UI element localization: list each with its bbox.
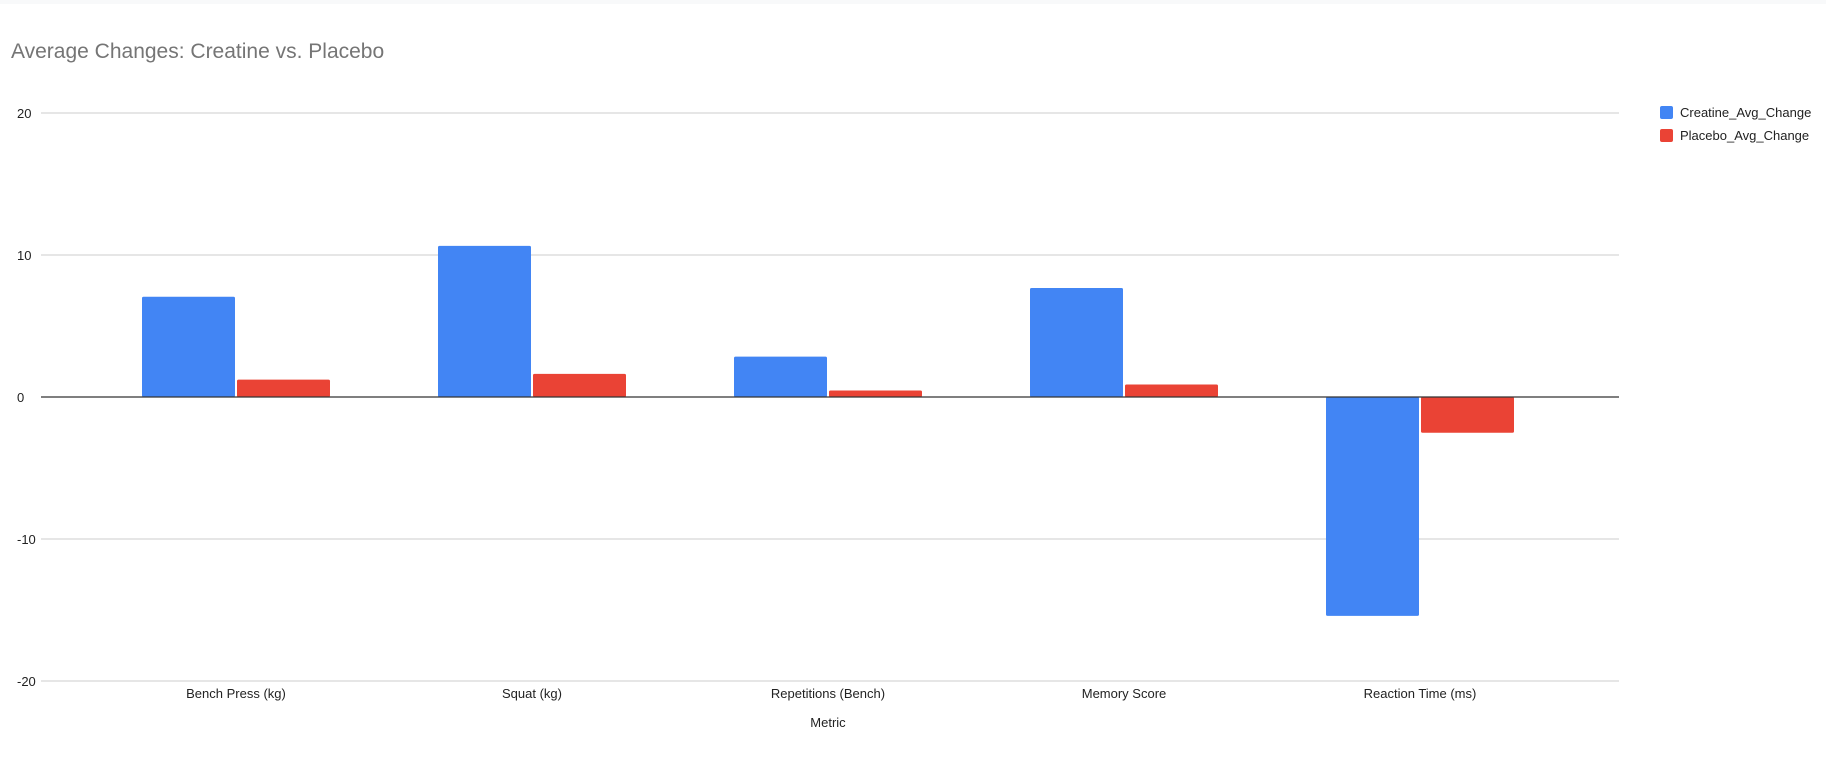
bar-placebo[interactable] (237, 379, 330, 397)
legend-item[interactable]: Placebo_Avg_Change (1660, 128, 1809, 143)
x-tick-label: Squat (kg) (502, 686, 562, 701)
bar-placebo[interactable] (1125, 384, 1218, 397)
legend-label: Placebo_Avg_Change (1680, 128, 1809, 143)
x-tick-label: Reaction Time (ms) (1364, 686, 1477, 701)
chart-title: Average Changes: Creatine vs. Placebo (11, 40, 384, 63)
legend-label: Creatine_Avg_Change (1680, 105, 1811, 120)
top-bar (0, 0, 1826, 4)
bar-placebo[interactable] (1421, 397, 1514, 433)
y-tick-label: 0 (17, 390, 24, 405)
x-tick-label: Bench Press (kg) (186, 686, 286, 701)
bar-creatine[interactable] (1030, 287, 1123, 397)
bar-placebo[interactable] (533, 373, 626, 397)
y-tick-label: -20 (17, 674, 36, 689)
bar-creatine[interactable] (142, 296, 235, 397)
y-tick-label: 20 (17, 106, 31, 121)
bar-placebo[interactable] (829, 390, 922, 397)
bar-creatine[interactable] (438, 245, 531, 397)
legend-swatch (1660, 106, 1673, 119)
x-tick-label: Repetitions (Bench) (771, 686, 885, 701)
y-tick-label: 10 (17, 248, 31, 263)
bar-creatine[interactable] (734, 356, 827, 397)
x-axis-title: Metric (810, 715, 846, 730)
bar-creatine[interactable] (1326, 397, 1419, 616)
x-tick-label: Memory Score (1082, 686, 1167, 701)
legend-item[interactable]: Creatine_Avg_Change (1660, 105, 1811, 120)
legend-swatch (1660, 129, 1673, 142)
y-tick-label: -10 (17, 532, 36, 547)
